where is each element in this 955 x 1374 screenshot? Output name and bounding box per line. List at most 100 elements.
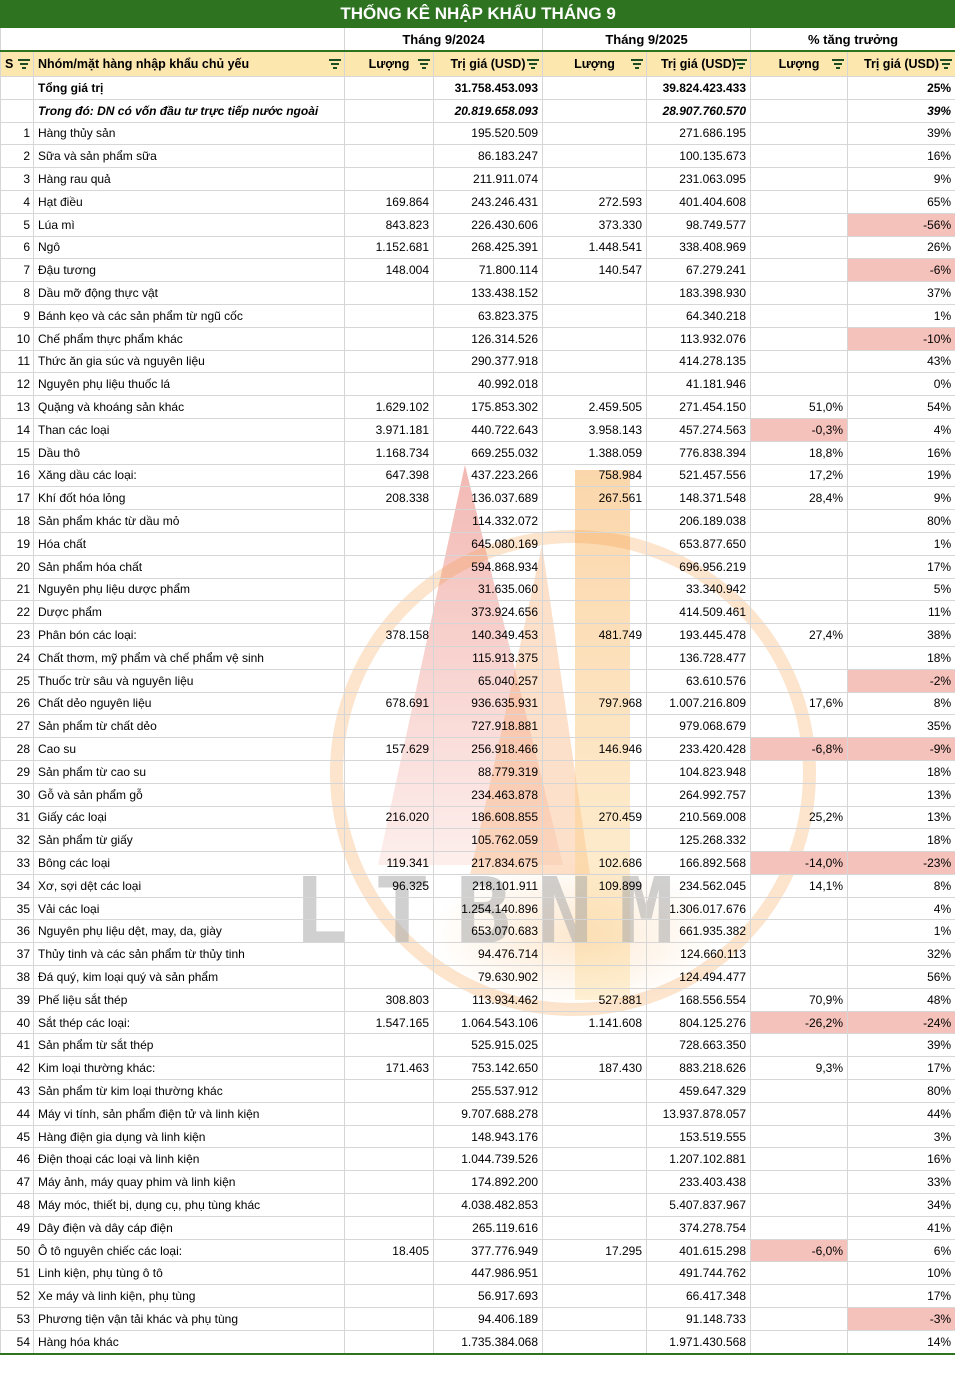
commodity-name: Bánh kẹo và các sản phẩm từ ngũ cốc: [33, 303, 345, 328]
commodity-name: Xe máy và linh kiện, phụ tùng: [33, 1284, 345, 1309]
qty-2025: [542, 942, 647, 967]
growth-qty: [750, 1033, 848, 1058]
table-row: 2 Sữa và sản phẩm sữa 86.183.247 100.135.67…: [0, 144, 955, 169]
qty-2024: [344, 645, 434, 670]
qty-2024: [344, 759, 434, 784]
growth-qty: [750, 372, 848, 397]
growth-value: 18%: [846, 759, 955, 784]
qty-2024: 843.823: [344, 212, 434, 237]
value-2024: 40.992.018: [433, 372, 543, 397]
value-2024: 525.915.025: [433, 1033, 543, 1058]
row-index: 44: [0, 1101, 34, 1126]
growth-qty: [750, 1193, 848, 1217]
value-2024: 243.246.431: [433, 189, 543, 214]
growth-value: 8%: [846, 873, 955, 898]
title-bar: THỐNG KÊ NHẬP KHẨU THÁNG 9: [0, 0, 955, 28]
row-index: 40: [0, 1010, 34, 1035]
commodity-name: Ô tô nguyên chiếc các loại:: [33, 1238, 345, 1263]
filter-icon[interactable]: [631, 59, 643, 71]
value-2025: 125.268.332: [646, 828, 751, 853]
value-2024: 1.064.543.106: [433, 1010, 543, 1035]
growth-value: -56%: [846, 212, 955, 237]
value-2025: 374.278.754: [646, 1215, 751, 1240]
table-row: 35 Vải các loại 1.254.140.896 1.306.017.676…: [0, 896, 955, 921]
year-header-spacer: [0, 27, 345, 52]
row-index: 33: [0, 851, 34, 875]
filter-icon[interactable]: [735, 59, 747, 71]
growth-qty: [750, 1170, 848, 1195]
filter-icon[interactable]: [18, 59, 30, 71]
row-index: 2: [0, 144, 34, 169]
growth-value: 35%: [846, 714, 955, 739]
qty-2025: [542, 121, 647, 146]
qty-2025: [542, 98, 647, 123]
row-index: 29: [0, 759, 34, 784]
commodity-name: Phương tiện vận tải khác và phụ tùng: [33, 1307, 345, 1331]
qty-2025: [542, 600, 647, 625]
qty-2025: 140.547: [542, 258, 647, 283]
growth-value: 9%: [846, 486, 955, 511]
qty-2024: 1.168.734: [344, 440, 434, 465]
commodity-name: Điện thoại các loại và linh kiện: [33, 1147, 345, 1172]
filter-icon[interactable]: [832, 59, 844, 71]
filter-icon[interactable]: [940, 59, 953, 71]
row-index: 10: [0, 326, 34, 351]
commodity-name: Sản phẩm hóa chất: [33, 554, 345, 579]
commodity-name: Gỗ và sản phẩm gỗ: [33, 782, 345, 807]
value-2024: 217.834.675: [433, 851, 543, 875]
qty-2024: [344, 1307, 434, 1331]
commodity-name: Chế phẩm thực phẩm khác: [33, 326, 345, 351]
commodity-name: Sản phẩm từ sắt thép: [33, 1033, 345, 1058]
header-qty-2025: Lượng: [542, 50, 647, 77]
growth-qty: [750, 303, 848, 328]
table-row: 36 Nguyên phụ liệu dệt, may, da, giày 653.…: [0, 919, 955, 944]
row-index: 11: [0, 349, 34, 374]
row-index: 39: [0, 987, 34, 1012]
value-2024: 290.377.918: [433, 349, 543, 374]
commodity-name: Máy ảnh, máy quay phim và linh kiện: [33, 1170, 345, 1195]
filter-icon[interactable]: [527, 59, 539, 71]
qty-2024: [344, 121, 434, 146]
qty-2025: [542, 1170, 647, 1195]
value-2024: 226.430.606: [433, 212, 543, 237]
table-row: 40 Sắt thép các loại: 1.547.165 1.064.543.1…: [0, 1010, 955, 1035]
filter-icon[interactable]: [418, 59, 430, 71]
commodity-name: Kim loại thường khác:: [33, 1056, 345, 1081]
row-index: 50: [0, 1238, 34, 1263]
growth-qty: [750, 600, 848, 625]
qty-2024: [344, 919, 434, 944]
qty-2024: [344, 1033, 434, 1058]
growth-qty: -6,0%: [750, 1238, 848, 1263]
qty-2024: 647.398: [344, 463, 434, 488]
qty-2025: [542, 531, 647, 556]
filter-icon[interactable]: [329, 59, 341, 71]
qty-2024: [344, 1215, 434, 1240]
growth-value: -23%: [846, 851, 955, 875]
table-row: 52 Xe máy và linh kiện, phụ tùng 56.917.69…: [0, 1284, 955, 1309]
qty-2024: [344, 554, 434, 579]
commodity-name: Nguyên phụ liệu dệt, may, da, giày: [33, 919, 345, 944]
qty-2024: 208.338: [344, 486, 434, 511]
qty-2025: [542, 965, 647, 989]
qty-2025: [542, 1284, 647, 1309]
growth-value: 39%: [846, 1033, 955, 1058]
qty-2025: 267.561: [542, 486, 647, 511]
growth-value: 17%: [846, 1056, 955, 1081]
qty-2025: [542, 1193, 647, 1217]
value-2024: 20.819.658.093: [433, 98, 543, 123]
growth-qty: [750, 76, 848, 100]
value-2025: 414.278.135: [646, 349, 751, 374]
growth-qty: [750, 1261, 848, 1286]
value-2025: 124.660.113: [646, 942, 751, 967]
qty-2025: [542, 1329, 647, 1355]
growth-qty: 70,9%: [750, 987, 848, 1012]
commodity-name: Linh kiện, phụ tùng ô tô: [33, 1261, 345, 1286]
qty-2025: 1.388.059: [542, 440, 647, 465]
growth-value: 0%: [846, 372, 955, 397]
row-index: 28: [0, 737, 34, 761]
growth-value: 43%: [846, 349, 955, 374]
qty-2024: 1.152.681: [344, 235, 434, 260]
qty-2024: [344, 372, 434, 397]
value-2024: 645.080.169: [433, 531, 543, 556]
commodity-name: Thuốc trừ sâu và nguyên liệu: [33, 668, 345, 693]
